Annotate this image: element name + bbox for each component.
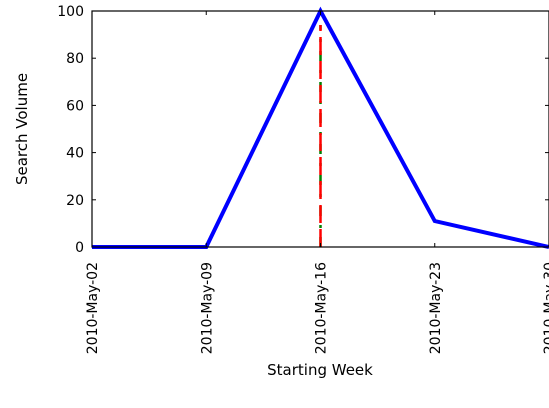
x-tick-label: 2010-May-16 xyxy=(314,262,330,354)
y-tick-label: 0 xyxy=(75,240,84,256)
y-axis-title: Search Volume xyxy=(13,73,31,185)
x-axis-title: Starting Week xyxy=(267,361,373,379)
y-tick-label: 80 xyxy=(66,51,84,67)
y-axis: 0 20 40 60 80 100 xyxy=(57,4,549,256)
x-tick-label: 2010-May-23 xyxy=(428,262,444,354)
x-tick-label: 2010-May-02 xyxy=(85,262,101,354)
y-tick-label: 40 xyxy=(66,146,84,162)
x-tick-label: 2010-May-30 xyxy=(542,262,549,354)
y-tick-label: 60 xyxy=(66,98,84,114)
y-tick-label: 20 xyxy=(66,193,84,209)
x-axis: 2010-May-02 2010-May-09 2010-May-16 2010-Ma… xyxy=(85,11,549,354)
x-tick-label: 2010-May-09 xyxy=(199,262,215,354)
y-tick-label: 100 xyxy=(57,4,84,20)
